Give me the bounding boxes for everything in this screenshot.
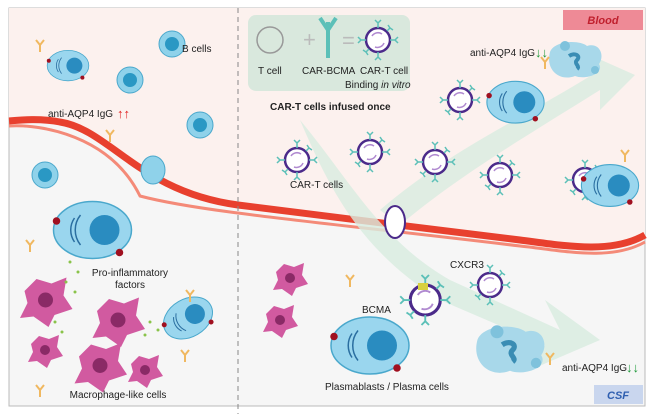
- legend-binding: Binding in vitro: [345, 80, 411, 91]
- plasma-cell-large: [329, 316, 410, 375]
- apoptotic-cell: [476, 325, 544, 373]
- vessel-wall: [8, 116, 647, 251]
- plasma-cell: [485, 80, 545, 124]
- igg-csf-down-arrows-icon: ↓↓: [626, 360, 639, 375]
- pro-inflammatory-label: Pro-inflammatory: [92, 268, 168, 279]
- blood-region: [9, 8, 645, 247]
- b-cell: [116, 66, 144, 94]
- b-cell: [186, 111, 214, 139]
- csf-label: CSF: [607, 390, 629, 402]
- circulation-arrow: [380, 55, 635, 225]
- migrating-b-cell: [140, 155, 166, 185]
- b-cells-label: B cells: [182, 44, 211, 55]
- car-t-cells-label: CAR-T cells: [290, 180, 343, 191]
- plasmablasts-label: Plasmablasts / Plasma cells: [325, 382, 449, 393]
- legend-car-t-cell: CAR-T cell: [360, 66, 408, 77]
- cxcr3-label: CXCR3: [450, 260, 484, 271]
- igg-up-arrows-icon: ↑↑: [117, 106, 130, 121]
- car-bcma-icon: [318, 16, 338, 58]
- plasma-cell-large: [52, 200, 133, 260]
- infused-label: CAR-T cells infused once: [270, 102, 391, 113]
- igg-down-arrows-icon: ↓↓: [535, 45, 548, 60]
- equals-icon: =: [342, 28, 355, 53]
- plus-icon: +: [303, 27, 316, 52]
- macrophage-label: Macrophage-like cells: [70, 390, 167, 401]
- migration-arrow: [300, 120, 600, 370]
- blood-badge: [563, 10, 643, 30]
- legend-car-bcma: CAR-BCMA: [302, 66, 356, 77]
- blood-label: Blood: [587, 15, 618, 27]
- cxcr3-receptor-icon: [418, 283, 428, 290]
- igg-left-label: anti-AQP4 IgG: [48, 109, 113, 120]
- cytokine-dots: [53, 260, 160, 337]
- bcma-label: BCMA: [362, 305, 391, 316]
- factors-label: factors: [115, 280, 145, 291]
- legend-t-cell: T cell: [258, 66, 282, 77]
- t-cell-icon: [256, 26, 284, 54]
- csf-badge: [594, 385, 643, 404]
- plasma-cell: [46, 50, 90, 82]
- extravasating-car-t: [384, 205, 406, 239]
- plasma-cell: [580, 164, 640, 207]
- b-cell: [31, 161, 59, 189]
- vessel-wall-inner: [8, 124, 646, 255]
- igg-blood-label: anti-AQP4 IgG: [470, 48, 535, 59]
- apoptotic-cell: [547, 39, 604, 80]
- igg-csf-label: anti-AQP4 IgG: [562, 363, 627, 374]
